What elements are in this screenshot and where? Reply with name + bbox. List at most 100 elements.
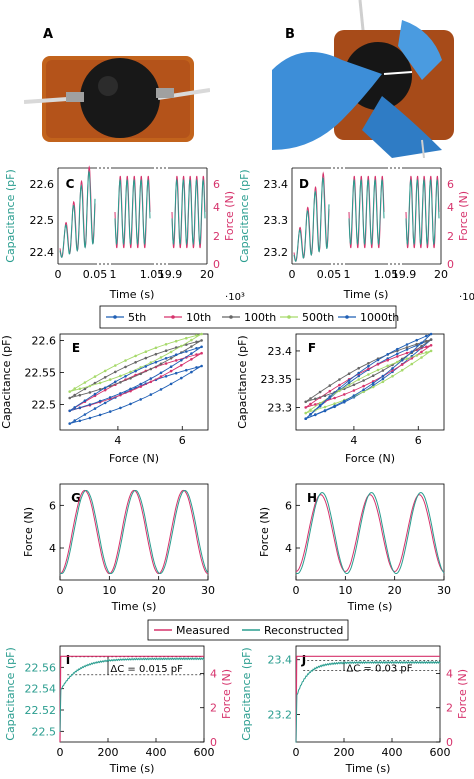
x-tick-label: 10 [102,584,116,597]
hysteresis-point [357,366,361,370]
hysteresis-point [328,395,332,398]
hysteresis-point [124,365,127,369]
hysteresis-point [400,363,404,366]
hysteresis-point [169,357,173,360]
capacitance-series-line [348,178,385,246]
hysteresis-point [328,389,332,393]
legend-cycle-label: 10th [186,311,211,324]
y-left-axis-label: Capacitance (pF) [4,169,17,262]
x-axis-label: Time (s) [343,288,389,301]
hysteresis-point [200,364,203,368]
hysteresis-point [343,393,346,396]
x-tick-label: 400 [382,746,403,759]
hysteresis-point [318,390,322,394]
capacitance-series-line [114,178,151,246]
hysteresis-point [144,356,148,360]
hysteresis-point [429,332,433,336]
hysteresis-point [98,388,102,391]
hysteresis-point [159,356,163,359]
hysteresis-point [304,406,308,409]
hysteresis-point [114,380,117,384]
y-axis-label: Force (N) [258,507,271,557]
hysteresis-point [400,359,404,362]
y-right-axis-label: Force (N) [457,191,470,241]
hysteresis-point [164,349,168,353]
delta-c-annotation: ΔC = 0.03 pF [346,664,412,675]
hysteresis-point [134,361,137,364]
hysteresis-point [314,413,317,416]
hysteresis-point [396,347,399,351]
capacitance-series-line [295,660,441,743]
hysteresis-point [420,344,423,348]
hysteresis-point [200,351,203,355]
hysteresis-point [381,369,385,372]
hysteresis-point [78,387,82,391]
x-tick-label: 19.9 [158,268,183,281]
photo-b-label: B [285,27,295,42]
x-tick-label: 0 [293,584,300,597]
hysteresis-point [88,384,92,388]
hysteresis-point [425,351,428,354]
y-tick-label: 22.6 [32,334,57,347]
y-axis-label: Capacitance (pF) [236,335,249,428]
hysteresis-point [73,393,76,397]
hysteresis-point [371,374,375,378]
x-tick-label: 30 [437,584,451,597]
panel-E-label: E [72,341,80,355]
x-tick-label: 6 [179,434,186,447]
capacitance-series-line [59,657,205,732]
hysteresis-point [88,416,92,420]
hysteresis-point [410,362,414,366]
hysteresis-point [98,399,102,403]
hysteresis-point [347,372,351,376]
hysteresis-point [415,354,419,357]
legend-marker [171,315,175,319]
hysteresis-point [200,345,203,349]
hysteresis-point [195,366,198,369]
hysteresis-point [174,339,178,343]
delta-c-annotation: ΔC = 0.015 pF [110,664,183,675]
hysteresis-point [103,388,107,392]
hysteresis-point [333,402,336,406]
y-right-tick-label: 4 [210,667,217,680]
hysteresis-point [78,419,82,423]
x-tick-label: 600 [194,746,215,759]
x-axis-label: Force (N) [109,452,159,465]
hysteresis-point [429,349,433,353]
x-axis-label: Time (s) [111,600,157,613]
capacitance-series-line [293,176,330,262]
y-right-tick-label: 0 [447,258,454,271]
y-tick-label: 4 [285,542,292,555]
x-axis-label: Force (N) [345,452,395,465]
legend-measured-label: Measured [176,624,230,637]
hysteresis-point [154,346,158,350]
hysteresis-point [93,407,97,410]
hysteresis-point [343,399,346,403]
photo-a [24,42,210,150]
hysteresis-point [103,376,107,379]
x-tick-label: 0.05 [83,268,108,281]
hysteresis-point [68,390,71,393]
hysteresis-point [396,360,399,364]
y-right-tick-label: 2 [446,702,453,715]
x-tick-label: 0 [57,746,64,759]
hysteresis-point [185,368,188,372]
hysteresis-point [134,354,137,358]
panel-F-label: F [308,341,316,355]
panel-J-label: J [301,653,306,667]
hysteresis-point [119,406,122,410]
y-left-tick-label: 22.54 [25,683,57,696]
x-tick-label: 20 [388,584,402,597]
hysteresis-point [83,399,87,403]
hysteresis-point [338,389,341,393]
hysteresis-point [174,359,178,362]
y-left-tick-label: 23.4 [264,178,289,191]
plot-frame-E [59,333,209,431]
hysteresis-point [180,358,183,362]
force-Reconstructed-line [295,492,445,574]
hysteresis-point [357,371,361,375]
hysteresis-point [169,382,173,386]
hysteresis-500th-line [305,350,432,414]
hysteresis-point [376,368,380,372]
hysteresis-point [195,334,198,337]
